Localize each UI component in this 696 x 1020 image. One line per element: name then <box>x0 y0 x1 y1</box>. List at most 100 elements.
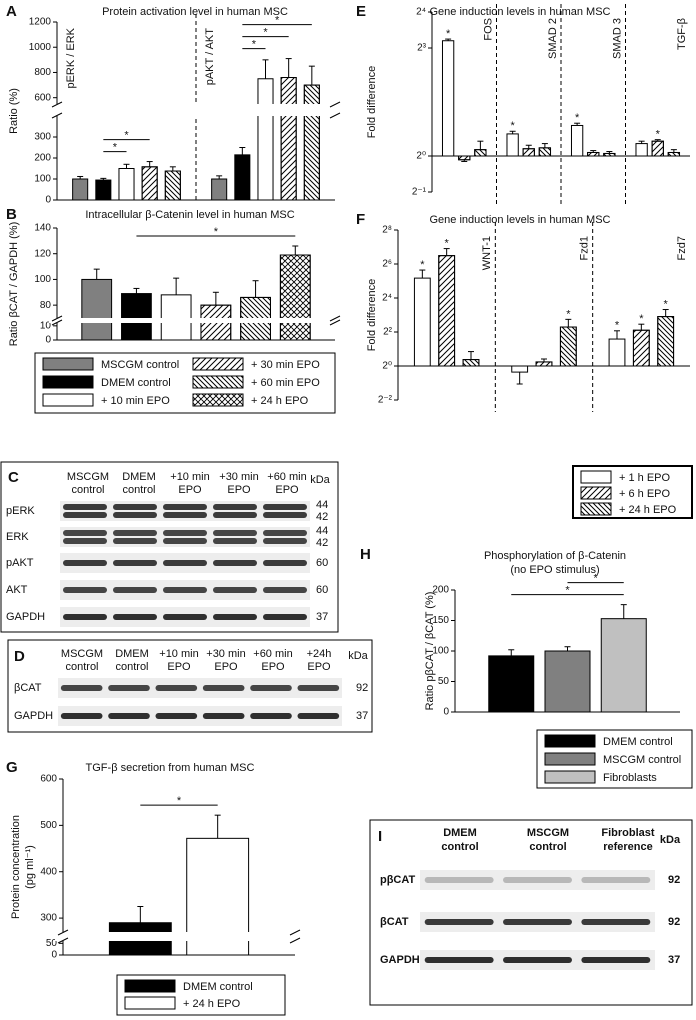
y-axis-label: Ratio (%) <box>8 88 20 134</box>
y-tick-label: 800 <box>34 67 51 78</box>
legend-label: MSCGM control <box>603 754 681 766</box>
blot-column-label: control <box>71 484 104 496</box>
blot-band <box>113 587 157 593</box>
legend-swatch-hatch <box>192 375 244 389</box>
blot-band <box>503 877 572 883</box>
blot-band <box>155 685 198 691</box>
category-label: TGF-β <box>676 18 688 50</box>
blot-band <box>263 560 307 566</box>
blot-column-label: EPO <box>214 661 238 673</box>
chart-title: Gene induction levels in human MSC <box>430 6 611 18</box>
blot-kda: 42 <box>316 511 328 523</box>
blot-band <box>108 713 150 719</box>
blot-band <box>63 538 107 544</box>
bar-hatch <box>538 147 552 157</box>
bar <box>118 168 135 201</box>
bar <box>95 179 112 201</box>
bar <box>635 143 648 157</box>
significance-label: * <box>575 112 580 124</box>
category-label: SMAD 2 <box>547 18 559 59</box>
blot-column-label: EPO <box>261 661 285 673</box>
blot-column-label: DMEM <box>115 648 149 660</box>
blot-kda: 60 <box>316 584 328 596</box>
blot-band <box>424 877 494 883</box>
blot-row-label: ERK <box>6 531 29 543</box>
legend-swatch <box>544 770 596 784</box>
significance-label: * <box>252 38 257 50</box>
legend-label: MSCGM control <box>101 359 179 371</box>
blot-column-label: MSCGM <box>527 827 569 839</box>
significance-label: * <box>275 14 280 26</box>
y-tick-label: 2⁴ <box>382 293 392 304</box>
bar-hatch <box>279 254 311 341</box>
bar-hatch <box>587 151 600 157</box>
y-tick-label: 600 <box>40 774 57 785</box>
y-tick-label: 0 <box>45 335 51 346</box>
blot-column-label: EPO <box>167 661 191 673</box>
blot-column-label: reference <box>603 841 653 853</box>
blot-band <box>263 504 307 510</box>
bar <box>506 133 519 157</box>
y-tick-label: 50 <box>46 938 58 949</box>
legend-swatch-hatch <box>192 357 244 371</box>
legend-swatch <box>42 357 94 371</box>
legend-label: DMEM control <box>101 377 171 389</box>
bar <box>544 650 591 713</box>
blot-band <box>108 685 150 691</box>
blot-band <box>163 614 207 620</box>
blot-band <box>213 538 257 544</box>
legend-label: + 24 h EPO <box>183 998 241 1010</box>
axis-break-mark <box>51 319 63 326</box>
blot-kda: 44 <box>316 499 328 511</box>
blot-band <box>213 560 257 566</box>
y-axis-label: Fold difference <box>366 66 378 139</box>
blot-column-label: Fibroblast <box>601 827 655 839</box>
y-tick-label: 2³ <box>417 43 427 54</box>
bar-hatch <box>535 361 553 367</box>
y-tick-label: 1000 <box>29 42 52 53</box>
panel-letter: G <box>6 759 18 776</box>
blot-strip <box>58 678 342 698</box>
axis-break-mark <box>57 929 69 936</box>
blot-band <box>581 957 651 963</box>
blot-column-label: +30 min <box>206 648 245 660</box>
blot-column-label: +60 min <box>253 648 292 660</box>
panel-letter: B <box>6 206 17 223</box>
blot-band <box>63 504 107 510</box>
axis-break-gap <box>49 318 339 323</box>
blot-column-label: control <box>65 661 98 673</box>
significance-label: * <box>446 28 451 40</box>
blot-band <box>213 614 257 620</box>
blot-kda: 44 <box>316 525 328 537</box>
blot-band <box>113 504 157 510</box>
bar <box>608 338 626 367</box>
blot-column-label: control <box>122 484 155 496</box>
y-tick-label: 0 <box>45 195 51 206</box>
bar-hatch <box>303 84 320 201</box>
y-tick-label: 100 <box>432 646 449 657</box>
blot-band <box>113 560 157 566</box>
blot-column-label: DMEM <box>122 471 156 483</box>
blot-band <box>263 512 307 518</box>
blot-column-label: EPO <box>307 661 331 673</box>
axis-break-mark <box>329 101 341 108</box>
blot-band <box>163 504 207 510</box>
axis-break-gap <box>49 104 339 116</box>
significance-label: * <box>639 313 644 325</box>
bar <box>413 277 431 367</box>
y-tick-label: 2⁰ <box>382 361 392 372</box>
blot-band <box>213 530 257 536</box>
blot-column-label: +60 min <box>267 471 306 483</box>
y-tick-label: 2⁴ <box>416 7 426 18</box>
bar-hatch <box>458 155 471 161</box>
blot-row-label: pAKT <box>6 557 34 569</box>
category-label: Fzd7 <box>676 236 688 260</box>
legend-label: + 6 h EPO <box>619 488 671 500</box>
legend-label: + 10 min EPO <box>101 395 170 407</box>
blot-column-label: EPO <box>178 484 202 496</box>
y-axis-label: Protein concentration <box>10 815 22 919</box>
bar-hatch <box>667 151 681 157</box>
bar-hatch <box>280 77 297 201</box>
bar-hatch <box>657 316 675 367</box>
bar <box>81 278 113 341</box>
